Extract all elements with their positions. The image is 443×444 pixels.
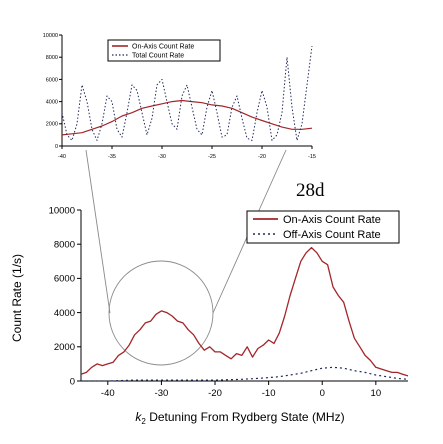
main-chart: 28d 0 2000 4000 6000 8000 10000 -40 -30 -20 -10 0… [10, 180, 409, 426]
main-x-tick-label: -10 [262, 388, 276, 399]
main-y-ticks: 0 2000 4000 6000 8000 10000 [49, 205, 81, 387]
main-x-tick-label: -20 [208, 388, 222, 399]
x-axis-label: k2 Detuning From Rydberg State (MHz) [135, 410, 344, 426]
main-legend-box [246, 210, 400, 244]
inset-legend-label-on-axis: On-Axis Count Rate [132, 44, 194, 51]
inset-x-tick-label: -30 [158, 154, 166, 160]
zoom-circle [108, 260, 214, 366]
main-legend-label-off-axis: Off-Axis Count Rate [283, 229, 381, 241]
main-y-tick-label: 0 [70, 376, 75, 387]
main-x-tick-label: -40 [101, 388, 115, 399]
inset-legend: On-Axis Count Rate Total Count Rate [107, 39, 221, 62]
inset-y-tick-label: 8000 [46, 55, 58, 61]
main-series-off-axis-line [81, 366, 409, 382]
main-y-tick-label: 4000 [54, 308, 75, 319]
main-x-tick-label: 0 [320, 388, 325, 399]
inset-x-tick-label: -35 [108, 154, 116, 160]
y-axis-label: Count Rate (1/s) [10, 254, 24, 342]
chart-title: 28d [296, 180, 325, 201]
main-y-tick-label: 6000 [54, 274, 75, 285]
inset-y-ticks: 0 2000 4000 6000 8000 10000 [43, 33, 62, 150]
main-series-on-axis-line [80, 246, 409, 377]
inset-x-tick-label: -40 [58, 154, 66, 160]
x-axis-label-prefix: k [135, 410, 142, 424]
inset-series-on-axis-line [61, 99, 313, 136]
inset-y-tick-label: 6000 [46, 77, 58, 83]
main-y-tick-label: 2000 [54, 342, 75, 353]
inset-x-tick-label: -20 [258, 154, 266, 160]
inset-legend-label-total: Total Count Rate [132, 53, 184, 60]
x-axis-label-text: Detuning From Rydberg State (MHz) [146, 410, 345, 424]
inset-y-tick-label: 4000 [46, 100, 58, 106]
inset-x-tick-label: -25 [208, 154, 216, 160]
inset-y-tick-label: 0 [55, 144, 58, 150]
main-series [80, 246, 409, 382]
x-axis-label-subscript: 2 [141, 417, 146, 426]
inset-series-total-line [61, 46, 313, 141]
inset-legend-box [107, 39, 221, 62]
main-x-ticks: -40 -30 -20 -10 0 10 [101, 381, 381, 399]
zoom-indicator [85, 149, 287, 366]
inset-series [61, 46, 313, 141]
inset-chart: 0 2000 4000 6000 8000 10000 -40 -35 -30 -25 -20 -1… [43, 33, 316, 160]
inset-x-tick-label: -15 [308, 154, 316, 160]
main-x-tick-label: -30 [155, 388, 169, 399]
main-y-tick-label: 10000 [49, 205, 75, 216]
inset-y-tick-label: 2000 [46, 122, 58, 128]
inset-x-ticks: -40 -35 -30 -25 -20 -15 [58, 146, 316, 160]
main-legend: On-Axis Count Rate Off-Axis Count Rate [246, 210, 400, 244]
zoom-line-left [85, 149, 111, 314]
inset-y-tick-label: 10000 [43, 33, 58, 39]
main-y-tick-label: 8000 [54, 240, 75, 251]
main-x-tick-label: 10 [371, 388, 382, 399]
main-legend-label-on-axis: On-Axis Count Rate [283, 214, 381, 226]
